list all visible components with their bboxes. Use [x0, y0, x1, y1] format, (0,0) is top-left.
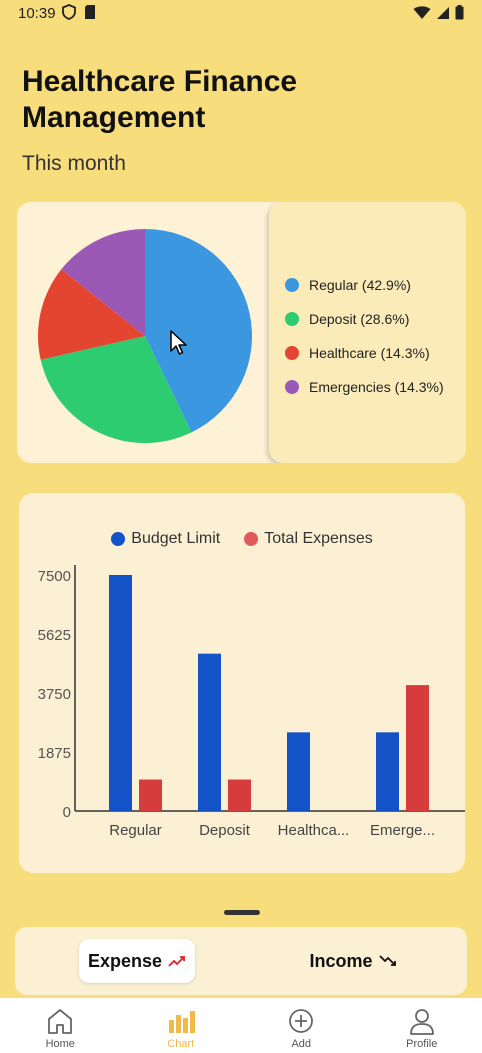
pie-legend-panel: Regular (42.9%) Deposit (28.6%) Healthca… [269, 202, 466, 463]
legend-label: Deposit (28.6%) [309, 311, 410, 327]
y-tick-label: 7500 [38, 568, 71, 585]
legend-dot [285, 346, 299, 360]
bottom-navigation: Home Chart Add Profile [0, 998, 482, 1053]
trending-up-icon [168, 956, 185, 967]
pie-chart-card: Regular (42.9%) Deposit (28.6%) Healthca… [17, 202, 466, 463]
legend-item-total-expenses: Total Expenses [244, 530, 373, 548]
trending-down-icon [378, 955, 396, 966]
drag-handle[interactable] [224, 910, 260, 915]
mouse-cursor-icon [170, 330, 187, 355]
shield-icon [62, 4, 76, 20]
nav-item-add[interactable]: Add [241, 998, 362, 1053]
legend-item-emergencies: Emergencies (14.3%) [285, 370, 444, 404]
y-tick-label: 0 [63, 804, 71, 821]
wifi-icon [413, 5, 431, 19]
chart-icon [168, 1011, 195, 1033]
nav-item-chart[interactable]: Chart [121, 998, 242, 1053]
legend-label: Budget Limit [131, 530, 221, 547]
pie-slice-deposit[interactable] [40, 336, 192, 443]
bar-chart-card: Budget Limit Total Expenses 7500 5625 3750… [19, 493, 465, 873]
income-toggle-button[interactable]: Income [295, 939, 411, 983]
bar-total-expenses-0[interactable] [139, 779, 162, 811]
page-subtitle: This month [22, 152, 126, 175]
bar-chart: 7500 5625 3750 1875 0 Regular Deposit Healthca.… [38, 565, 465, 839]
profile-icon [409, 1009, 434, 1035]
pie-slice-healthcare[interactable] [38, 269, 145, 360]
x-tick-label: Deposit [199, 822, 251, 839]
legend-item-regular: Regular (42.9%) [285, 268, 444, 302]
y-tick-label: 3750 [38, 686, 71, 703]
legend-label: Regular (42.9%) [309, 277, 411, 293]
legend-label: Total Expenses [264, 530, 373, 547]
legend-item-deposit: Deposit (28.6%) [285, 302, 444, 336]
bar-budget-limit-3[interactable] [376, 732, 399, 811]
cellular-signal-icon [437, 6, 449, 19]
nav-label: Profile [406, 1038, 438, 1050]
sim-card-icon [85, 5, 95, 19]
legend-item-budget-limit: Budget Limit [111, 530, 220, 548]
x-tick-label: Regular [109, 822, 162, 839]
bar-total-expenses-3[interactable] [406, 685, 429, 811]
nav-label: Home [45, 1038, 75, 1050]
nav-item-profile[interactable]: Profile [362, 998, 482, 1053]
legend-label: Healthcare (14.3%) [309, 345, 430, 361]
legend-dot [111, 532, 126, 546]
bar-budget-limit-2[interactable] [287, 732, 310, 811]
bar-budget-limit-0[interactable] [109, 575, 132, 811]
nav-item-home[interactable]: Home [0, 998, 121, 1053]
nav-label: Chart [167, 1038, 195, 1050]
expense-income-toggle: Expense Income [15, 927, 467, 995]
battery-icon [455, 5, 464, 20]
pie-slice-regular[interactable] [145, 229, 252, 433]
legend-label: Emergencies (14.3%) [309, 379, 444, 395]
pie-legend: Regular (42.9%) Deposit (28.6%) Healthca… [285, 268, 444, 404]
bar-budget-limit-1[interactable] [198, 653, 221, 811]
pie-chart [38, 229, 252, 443]
expense-toggle-button[interactable]: Expense [79, 939, 195, 983]
status-bar: 10:39 [0, 0, 482, 28]
legend-dot [285, 312, 299, 326]
bar-total-expenses-1[interactable] [228, 779, 251, 811]
y-tick-label: 1875 [38, 745, 71, 762]
nav-label: Add [291, 1038, 312, 1050]
add-icon [289, 1009, 314, 1033]
x-tick-label: Healthca... [278, 822, 350, 839]
page-title: Healthcare Finance Management [22, 65, 298, 134]
expense-label: Expense [87, 950, 163, 971]
home-icon [48, 1009, 73, 1034]
y-tick-label: 5625 [38, 627, 71, 644]
bar-legend: Budget Limit Total Expenses [19, 530, 465, 548]
pie-slice-emergencies[interactable] [61, 229, 145, 336]
legend-item-healthcare: Healthcare (14.3%) [285, 336, 444, 370]
legend-dot [285, 380, 299, 394]
income-label: Income [309, 950, 373, 971]
legend-dot [285, 278, 299, 292]
status-time: 10:39 [18, 5, 56, 22]
legend-dot [244, 532, 259, 546]
x-tick-label: Emerge... [370, 822, 435, 839]
